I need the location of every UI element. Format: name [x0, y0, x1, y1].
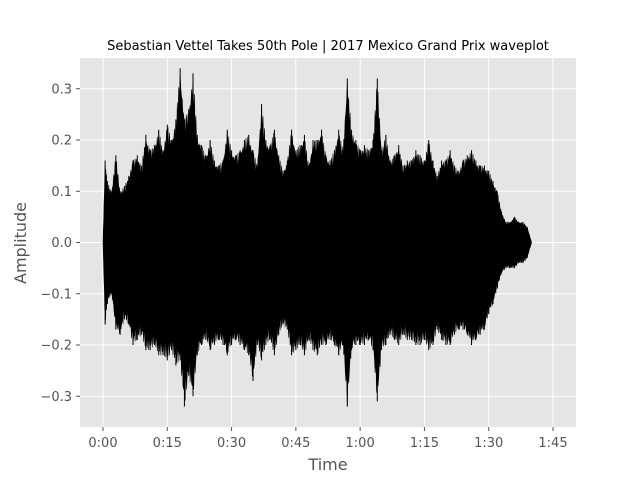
y-tick-label: 0.0: [51, 236, 72, 251]
y-tick-label: −0.2: [40, 339, 72, 354]
x-axis-ticks: 0:00 0:15 0:30 0:45 1:00 1:15 1:30 1:45: [88, 427, 568, 451]
x-tick-label: 0:00: [88, 436, 117, 451]
x-tick-label: 1:00: [346, 436, 375, 451]
x-axis-label: Time: [307, 455, 347, 474]
waveform: [102, 68, 532, 407]
x-tick-label: 1:15: [410, 436, 439, 451]
y-tick-label: −0.1: [40, 287, 72, 302]
y-axis-ticks: 0.3 0.2 0.1 0.0 −0.1 −0.2 −0.3: [40, 82, 80, 405]
x-tick-label: 0:15: [153, 436, 182, 451]
chart-title: Sebastian Vettel Takes 50th Pole | 2017 …: [107, 39, 549, 54]
x-tick-label: 0:45: [281, 436, 310, 451]
x-tick-label: 0:30: [217, 436, 246, 451]
x-tick-label: 1:30: [474, 436, 503, 451]
y-tick-label: 0.1: [51, 185, 72, 200]
y-tick-label: 0.2: [51, 134, 72, 149]
y-tick-label: 0.3: [51, 82, 72, 97]
x-tick-label: 1:45: [538, 436, 567, 451]
y-axis-label: Amplitude: [11, 202, 30, 284]
y-tick-label: −0.3: [40, 390, 72, 405]
